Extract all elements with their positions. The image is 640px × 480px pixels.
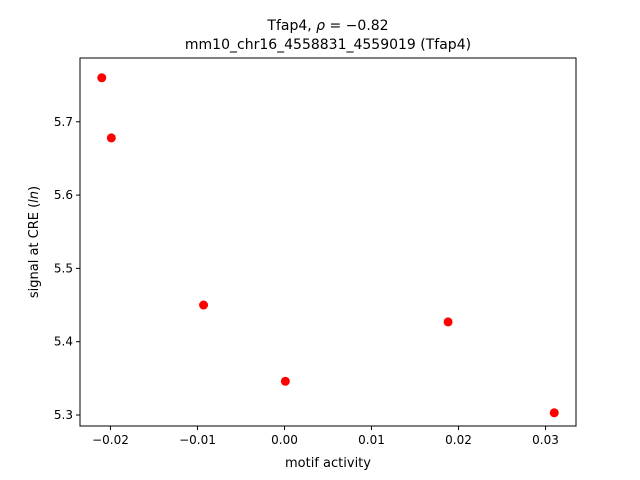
data-point [280, 376, 290, 386]
data-point [199, 300, 209, 310]
data-point [443, 317, 453, 327]
x-tick-label: 0.03 [532, 433, 559, 447]
chart-title-line1: Tfap4, ρ = −0.82 [266, 18, 388, 34]
x-tick-label: 0.01 [358, 433, 385, 447]
chart-title-line2: mm10_chr16_4558831_4559019 (Tfap4) [185, 37, 471, 53]
y-tick-label: 5.6 [54, 188, 73, 202]
y-tick-label: 5.7 [54, 115, 73, 129]
y-tick-label: 5.4 [54, 335, 73, 349]
x-tick-label: 0.02 [445, 433, 472, 447]
y-tick-label: 5.5 [54, 261, 73, 275]
y-axis-label: signal at CRE (ln) [27, 186, 42, 298]
y-tick-label: 5.3 [54, 408, 73, 422]
x-axis-label: motif activity [285, 456, 371, 471]
x-tick-label: −0.01 [179, 433, 216, 447]
x-axis-ticks: −0.02 −0.01 0.00 0.01 0.02 0.03 [92, 426, 559, 447]
data-point [97, 73, 107, 83]
x-tick-label: −0.02 [92, 433, 129, 447]
data-point [106, 133, 116, 143]
plot-area-frame [79, 57, 577, 427]
data-point [549, 408, 559, 418]
data-points [97, 73, 559, 418]
y-axis-ticks: 5.3 5.4 5.5 5.6 5.7 [54, 115, 80, 422]
x-tick-label: 0.00 [271, 433, 298, 447]
